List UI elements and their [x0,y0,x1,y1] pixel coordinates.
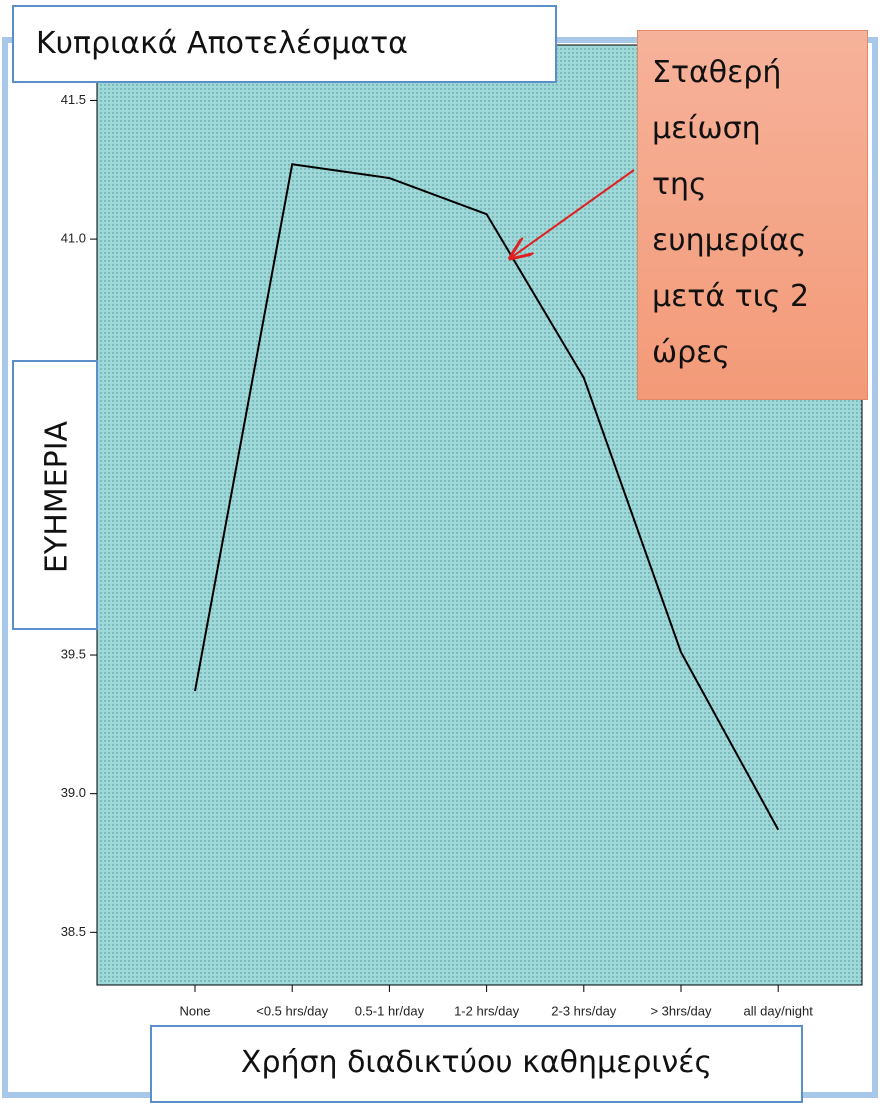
line [194,163,780,831]
annotation-line: μείωση [652,111,761,146]
y-axis-label: ΕΥΗΜΕΡΙΑ [39,420,75,574]
x-tick-label: all day/night [744,1003,814,1018]
y-tick-label: 38.5 [61,924,86,939]
x-tick-label: 2-3 hrs/day [551,1003,617,1018]
x-tick-label: 0.5-1 hr/day [355,1003,425,1018]
x-tick-label: 1-2 hrs/day [454,1003,520,1018]
chart-title: Κυπριακά Αποτελέσματα [36,26,408,61]
annotation-box: Σταθερή μείωση της ευημερίας μετά τις 2 ώρες [637,30,868,400]
y-label-box: ΕΥΗΜΕΡΙΑ [12,360,98,630]
x-axis-label: Χρήση διαδικτύου καθημερινές [240,1045,713,1080]
annotation-line: Σταθερή [652,55,782,90]
x-tick-label: <0.5 hrs/day [256,1003,328,1018]
annotation-line: ευημερίας [652,223,807,258]
x-tick-label: None [179,1003,210,1018]
y-tick-label: 41.0 [61,231,86,246]
annotation-line: μετά τις 2 [652,279,810,314]
annotation-line: της [652,167,707,202]
x-tick-label: > 3hrs/day [650,1003,712,1018]
title-box: Κυπριακά Αποτελέσματα [12,5,557,83]
y-tick-label: 39.0 [61,785,86,800]
y-tick-label: 41.5 [61,92,86,107]
x-label-box: Χρήση διαδικτύου καθημερινές [150,1025,803,1103]
annotation-line: ώρες [652,335,730,370]
y-tick-label: 39.5 [61,646,86,661]
